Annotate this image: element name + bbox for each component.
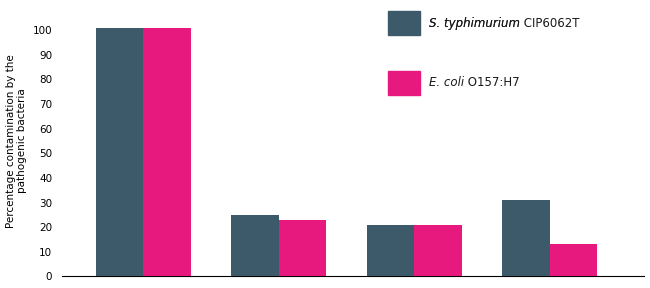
FancyBboxPatch shape — [388, 71, 421, 95]
Bar — [231, 215, 279, 276]
Bar — [502, 200, 550, 276]
Text: E. coli: E. coli — [429, 76, 464, 89]
Text: S. typhimurium CIP6062T: S. typhimurium CIP6062T — [429, 17, 580, 30]
Text: CIP6062T: CIP6062T — [520, 17, 579, 30]
FancyBboxPatch shape — [388, 11, 421, 35]
Text: S. typhimurium: S. typhimurium — [429, 17, 520, 30]
Bar — [367, 225, 414, 276]
Bar — [96, 28, 143, 276]
Bar — [279, 220, 326, 276]
Bar — [414, 225, 462, 276]
Bar — [143, 28, 190, 276]
Text: S. typhimurium: S. typhimurium — [429, 17, 520, 30]
Y-axis label: Percentage contamination by the
pathogenic bacteria: Percentage contamination by the pathogen… — [6, 54, 27, 228]
Text: O157:H7: O157:H7 — [464, 76, 520, 89]
Bar — [550, 245, 597, 276]
